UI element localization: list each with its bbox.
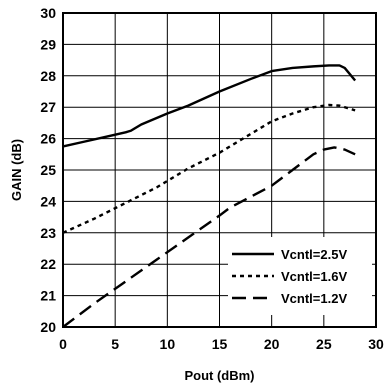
x-tick-label: 20 bbox=[264, 336, 280, 352]
legend: Vcntl=2.5V Vcntl=1.6V Vcntl=1.2V bbox=[228, 237, 372, 315]
y-axis-title: GAIN (dB) bbox=[9, 139, 24, 201]
y-tick-label: 30 bbox=[40, 5, 56, 21]
x-tick-labels: 0 5 10 15 20 25 30 bbox=[59, 336, 384, 352]
y-tick-label: 27 bbox=[40, 99, 56, 115]
x-tick-label: 25 bbox=[316, 336, 332, 352]
y-tick-label: 21 bbox=[40, 288, 56, 304]
series-line-3 bbox=[62, 146, 356, 328]
x-tick-label: 0 bbox=[59, 336, 67, 352]
x-tick-label: 10 bbox=[160, 336, 176, 352]
y-tick-label: 25 bbox=[40, 162, 56, 178]
y-tick-label: 22 bbox=[40, 256, 56, 272]
y-tick-label: 28 bbox=[40, 68, 56, 84]
legend-label-1: Vcntl=2.5V bbox=[281, 247, 347, 262]
y-tick-label: 26 bbox=[40, 131, 56, 147]
y-tick-labels: 20 21 22 23 24 25 26 27 28 29 30 bbox=[40, 5, 56, 335]
x-tick-label: 5 bbox=[111, 336, 119, 352]
y-tick-label: 20 bbox=[40, 319, 56, 335]
y-tick-label: 23 bbox=[40, 225, 56, 241]
x-axis-title: Pout (dBm) bbox=[184, 368, 254, 383]
y-tick-label: 29 bbox=[40, 36, 56, 52]
series-lines bbox=[62, 64, 357, 328]
plot-frame bbox=[62, 12, 377, 328]
x-tick-label: 15 bbox=[212, 336, 228, 352]
series-line-1 bbox=[62, 64, 357, 148]
legend-label-2: Vcntl=1.6V bbox=[281, 269, 347, 284]
x-tick-label: 30 bbox=[368, 336, 384, 352]
series-line-2 bbox=[62, 103, 356, 234]
y-tick-label: 24 bbox=[40, 193, 56, 209]
legend-label-3: Vcntl=1.2V bbox=[281, 291, 347, 306]
